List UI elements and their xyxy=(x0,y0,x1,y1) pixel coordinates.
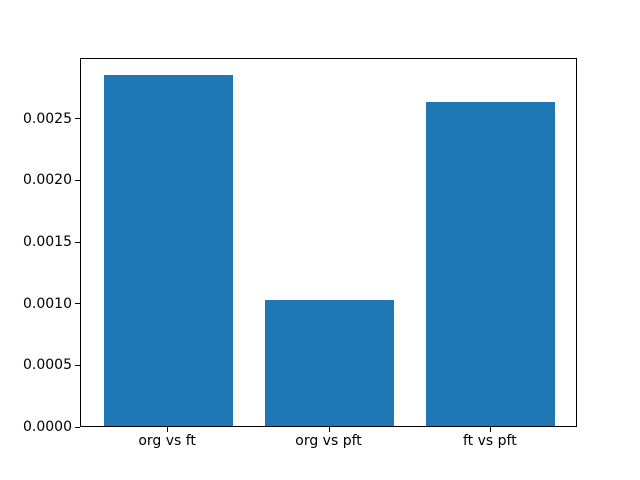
y-tick-mark xyxy=(75,303,80,305)
y-tick-mark xyxy=(75,241,80,243)
y-tick-mark xyxy=(75,426,80,428)
y-tick-mark xyxy=(75,179,80,181)
y-tick-label-0.0015: 0.0015 xyxy=(23,234,72,251)
x-tick-mark xyxy=(489,427,491,432)
y-tick-label-0.0005: 0.0005 xyxy=(23,357,72,374)
bar-org-vs-pft xyxy=(264,300,395,426)
y-tick-mark xyxy=(75,364,80,366)
x-tick-label-ft-vs-pft: ft vs pft xyxy=(463,433,517,449)
y-tick-label-0.0000: 0.0000 xyxy=(23,419,72,435)
x-tick-label-org-vs-pft: org vs pft xyxy=(295,433,362,449)
bar-org-vs-ft xyxy=(103,74,233,426)
y-tick-mark xyxy=(75,118,80,120)
x-tick-mark xyxy=(167,427,169,432)
y-tick-label-0.0020: 0.0020 xyxy=(23,172,72,189)
y-tick-label-0.0025: 0.0025 xyxy=(23,110,72,127)
x-tick-mark xyxy=(328,427,330,432)
y-tick-label-0.0010: 0.0010 xyxy=(23,295,72,312)
plot-area xyxy=(80,58,577,427)
x-tick-label-org-vs-ft: org vs ft xyxy=(138,433,196,449)
bar-ft-vs-pft xyxy=(426,101,556,426)
